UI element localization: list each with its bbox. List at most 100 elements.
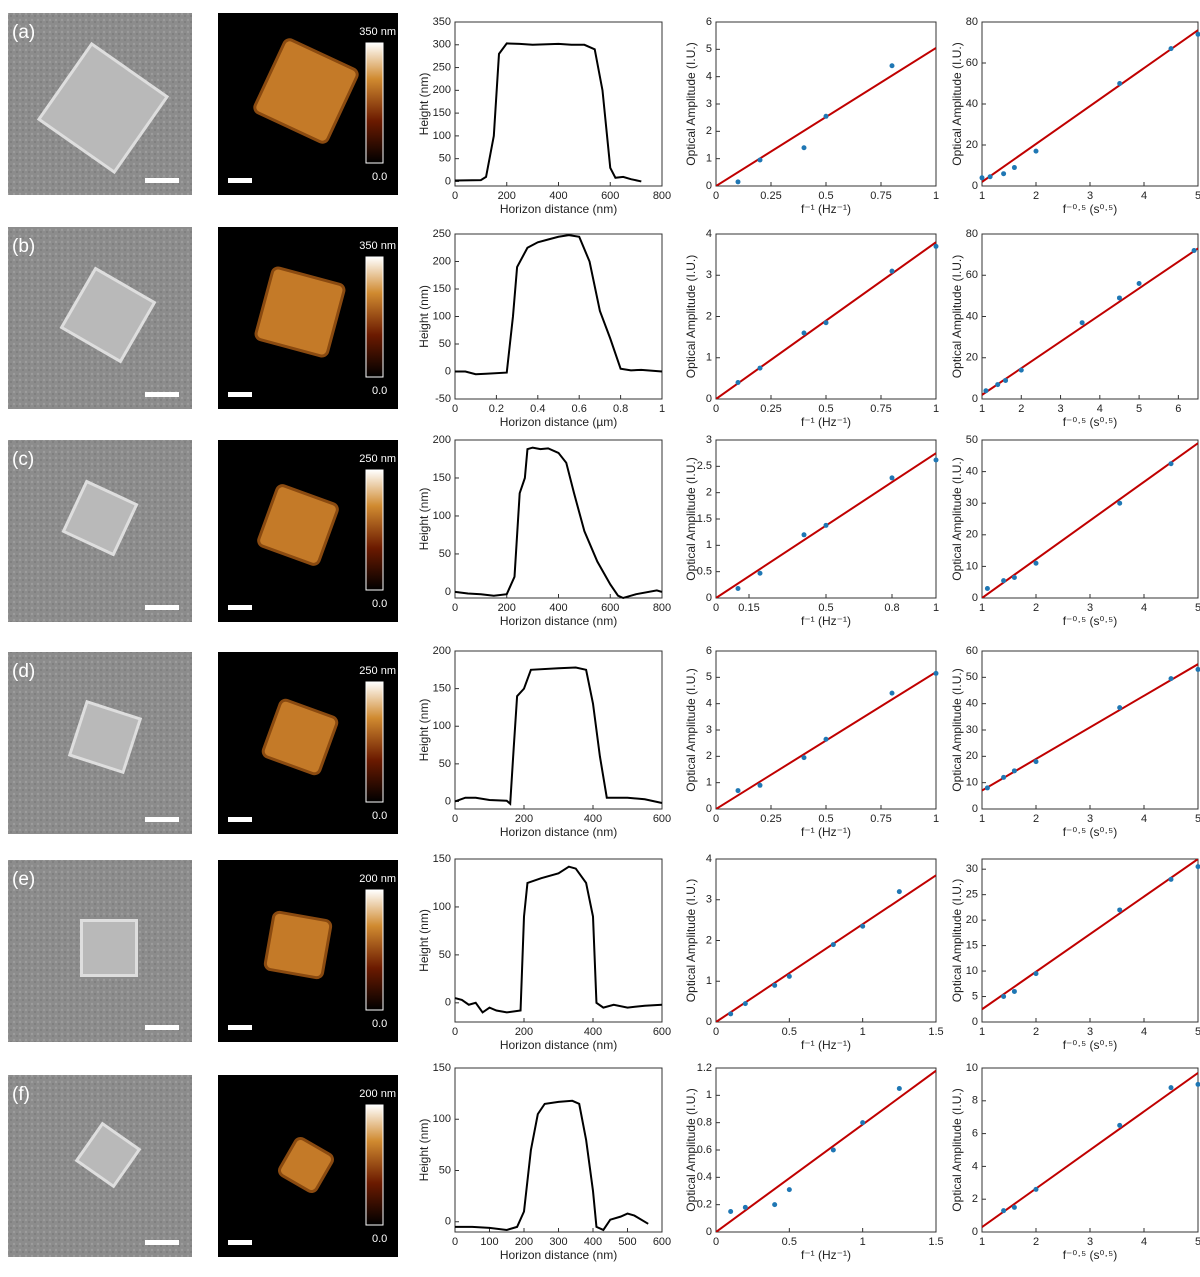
y-tick-label: 20 [966,352,978,364]
axes-box [716,440,936,598]
x-tick-label: 500 [618,1236,636,1248]
x-tick-label: 4 [1141,1236,1147,1248]
x-tick-label: 1 [659,403,665,415]
x-tick-label: 0.25 [760,190,781,202]
axes-box [982,859,1198,1022]
x-axis-label: f⁻¹ (Hz⁻¹) [801,1038,851,1052]
plot-area [982,248,1198,395]
fit-line [982,248,1198,394]
x-axis-label: f⁻⁰·⁵ (s⁰·⁵) [1063,202,1118,216]
data-point [1196,864,1200,869]
y-tick-label: 80 [966,16,978,28]
y-tick-label: 0 [972,1226,978,1238]
x-tick-label: 100 [480,1236,498,1248]
x-axis-label: Horizon distance (µm) [500,415,618,429]
colorbar-max: 250 nm [359,453,396,465]
data-point [736,179,741,184]
x-tick-label: 600 [653,1026,671,1038]
fit-line [716,875,936,1022]
data-point [1019,368,1024,373]
y-tick-label: 0 [706,803,712,815]
data-point [1012,165,1017,170]
scale-bar [228,1240,252,1245]
x-tick-label: 0.4 [530,403,545,415]
y-tick-label: 200 [433,434,451,446]
y-tick-label: 0 [445,175,451,187]
data-point [890,475,895,480]
scale-bar [145,1025,179,1030]
y-tick-label: 1 [706,352,712,364]
data-point [1169,877,1174,882]
data-point [1012,1205,1017,1210]
x-tick-label: 4 [1141,813,1147,825]
data-point [1196,1082,1200,1087]
y-tick-label: 100 [433,901,451,913]
colorbar [366,470,383,590]
data-point [934,244,939,249]
colorbar-max: 250 nm [359,665,396,677]
y-tick-label: 40 [966,98,978,110]
x-tick-label: 1 [979,1026,985,1038]
y-tick-label: 0 [706,393,712,405]
x-tick-label: 1.5 [928,1236,943,1248]
data-point [988,174,993,179]
x-tick-label: 0 [452,190,458,202]
scale-bar [228,178,252,183]
y-tick-label: 60 [966,269,978,281]
y-axis-label: Optical Amplitude (I.U.) [684,255,698,378]
profile-line [455,1101,648,1230]
data-point [1169,1085,1174,1090]
data-point [772,983,777,988]
data-point [1001,1208,1006,1213]
x-tick-label: 400 [549,190,567,202]
panel-label: (a) [12,22,35,43]
particle [82,921,137,976]
x-tick-label: 0.5 [818,602,833,614]
x-tick-label: 0.75 [870,403,891,415]
y-axis-label: Optical Amplitude (I.U.) [684,879,698,1002]
y-tick-label: 5 [972,990,978,1002]
data-point [758,158,763,163]
y-tick-label: 5 [706,671,712,683]
fit-line [982,443,1198,598]
x-tick-label: 0 [452,813,458,825]
data-point [831,1148,836,1153]
data-point [860,1120,865,1125]
data-point [897,889,902,894]
y-axis-label: Height (nm) [417,909,431,972]
y-tick-label: 1 [706,975,712,987]
plot-area [982,1073,1200,1227]
y-tick-label: 4 [706,853,712,865]
y-tick-label: 200 [433,255,451,267]
y-tick-label: 0 [445,795,451,807]
y-tick-label: 50 [439,338,451,350]
y-tick-label: 0 [706,180,712,192]
y-tick-label: 2 [706,310,712,322]
data-point [934,671,939,676]
panel-label: (e) [12,869,35,890]
x-tick-label: 0.8 [613,403,628,415]
x-tick-label: 300 [549,1236,567,1248]
y-tick-label: 60 [966,645,978,657]
y-axis-label: Height (nm) [417,73,431,136]
y-tick-label: 2 [706,934,712,946]
y-tick-label: 200 [433,645,451,657]
y-tick-label: 0.8 [697,1117,712,1129]
x-tick-label: 400 [584,1026,602,1038]
x-axis-label: Horizon distance (nm) [500,614,617,628]
x-tick-label: 4 [1097,403,1103,415]
fit-line [982,1073,1198,1227]
x-tick-label: 2 [1033,1026,1039,1038]
panel-label: (b) [12,236,35,257]
data-point [890,63,895,68]
x-tick-label: 3 [1057,403,1063,415]
colorbar-min: 0.0 [372,810,387,822]
y-tick-label: 2 [706,125,712,137]
axes-box [982,234,1198,399]
x-tick-label: 400 [584,1236,602,1248]
scale-bar [145,1240,179,1245]
data-point [1117,907,1122,912]
y-tick-label: 0 [972,803,978,815]
y-tick-label: 100 [433,130,451,142]
y-tick-label: 60 [966,57,978,69]
